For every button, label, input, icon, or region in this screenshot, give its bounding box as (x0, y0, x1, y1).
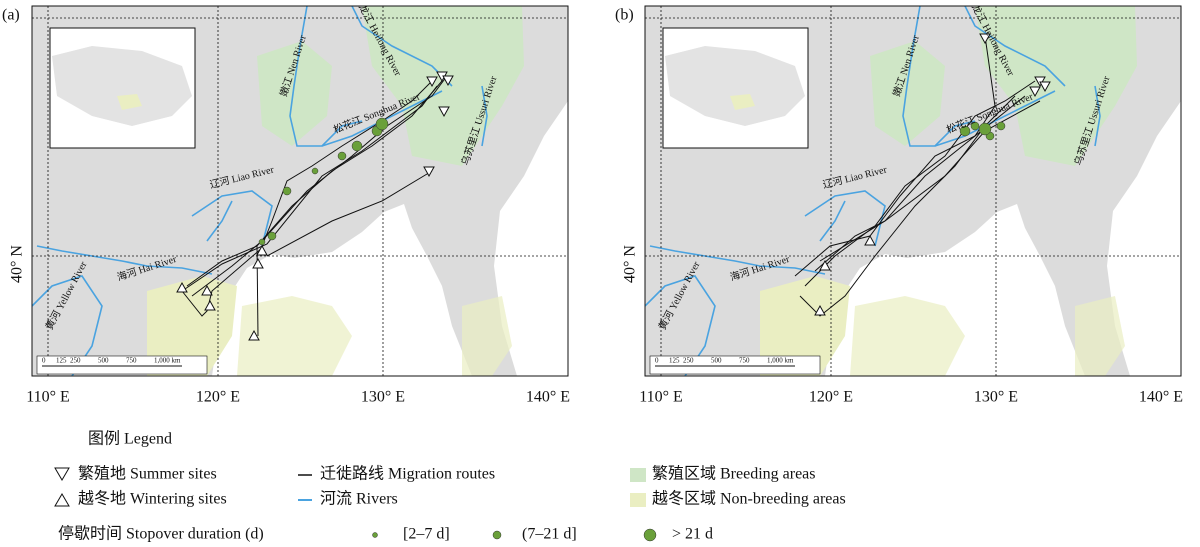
stopover-site (970, 121, 980, 131)
wintering-site (248, 329, 260, 341)
map-frame (644, 5, 1182, 377)
wintering-site (204, 299, 216, 311)
scale-label: 125 (56, 357, 67, 365)
migration-route (266, 170, 433, 257)
scale-label: 1,000 km (154, 357, 181, 365)
stopover-site (258, 238, 266, 246)
scale-label: 0 (655, 357, 659, 365)
scale-label: 750 (739, 357, 750, 365)
legend: 图例 Legend 繁殖地 Summer sites 越冬地 Wintering s… (54, 430, 846, 543)
wintering-site (864, 234, 876, 246)
y-axis-label: 40° N (9, 245, 26, 283)
stopover-site (978, 122, 992, 136)
breeding-symbol (630, 468, 646, 482)
x-tick-label: 140° E (1139, 389, 1183, 406)
scale-label: 750 (126, 357, 137, 365)
summer-site (979, 33, 991, 45)
x-tick-label: 110° E (639, 389, 683, 406)
stopover-site (351, 140, 363, 152)
stopover-title: 停歇时间 Stopover duration (d) (58, 525, 264, 543)
wintering-site (256, 244, 268, 256)
scale-label: 1,000 km (767, 357, 794, 365)
stopover-label: > 21 d (672, 526, 713, 543)
scale-label: 125 (669, 357, 680, 365)
legend-label: 繁殖地 Summer sites (78, 465, 217, 483)
y-axis-label: 40° N (622, 245, 639, 283)
summer-site (426, 76, 438, 88)
stopover-site (996, 121, 1006, 131)
wintering-site (176, 281, 188, 293)
wintering-site (814, 304, 826, 316)
summer-symbol (54, 467, 70, 481)
stopover-site (375, 117, 389, 131)
migration-route (819, 100, 1041, 262)
summer-site (423, 166, 435, 178)
migration-route (181, 247, 263, 317)
scale-label: 0 (42, 357, 46, 365)
stopover-label: [2–7 d] (403, 526, 450, 543)
scale-label: 250 (70, 357, 81, 365)
x-tick-label: 130° E (361, 389, 405, 406)
stopover-site (959, 125, 971, 137)
stopover-site (311, 167, 319, 175)
stopover-symbol (372, 532, 378, 538)
wintering-site (252, 257, 264, 269)
migration-route (261, 80, 433, 247)
migration-route (181, 85, 438, 292)
stopover-site (282, 186, 292, 196)
x-tick-label: 120° E (196, 389, 240, 406)
x-tick-label: 120° E (809, 389, 853, 406)
migration-route (191, 75, 448, 297)
summer-site (1039, 81, 1051, 93)
stopover-symbol (643, 528, 657, 542)
legend-label: 繁殖区域 Breeding areas (652, 465, 816, 483)
scale-label: 500 (98, 357, 109, 365)
wintering-site (201, 284, 213, 296)
nonbreeding-symbol (630, 493, 646, 507)
stopover-site (337, 151, 347, 161)
summer-site (1029, 86, 1041, 98)
legend-title: 图例 Legend (88, 430, 172, 448)
legend-label: 迁徙路线 Migration routes (320, 465, 495, 483)
legend-label: 河流 Rivers (320, 490, 398, 508)
summer-site (438, 106, 450, 118)
wintering-site (819, 259, 831, 271)
panel-label: (a) (2, 7, 20, 24)
migration-route (804, 80, 1036, 287)
legend-label: 越冬区域 Non-breeding areas (652, 490, 846, 508)
summer-site (442, 75, 454, 87)
x-tick-label: 140° E (526, 389, 570, 406)
x-tick-label: 110° E (26, 389, 70, 406)
stopover-site (267, 231, 277, 241)
winter-symbol (54, 493, 70, 507)
legend-label: 越冬地 Wintering sites (78, 490, 227, 508)
stopover-symbol (492, 530, 502, 540)
scale-label: 500 (711, 357, 722, 365)
map-frame (31, 5, 569, 377)
migration-route (794, 35, 996, 277)
x-tick-label: 130° E (974, 389, 1018, 406)
panel-label: (b) (615, 7, 634, 24)
scale-label: 250 (683, 357, 694, 365)
stopover-label: (7–21 d] (522, 526, 577, 543)
